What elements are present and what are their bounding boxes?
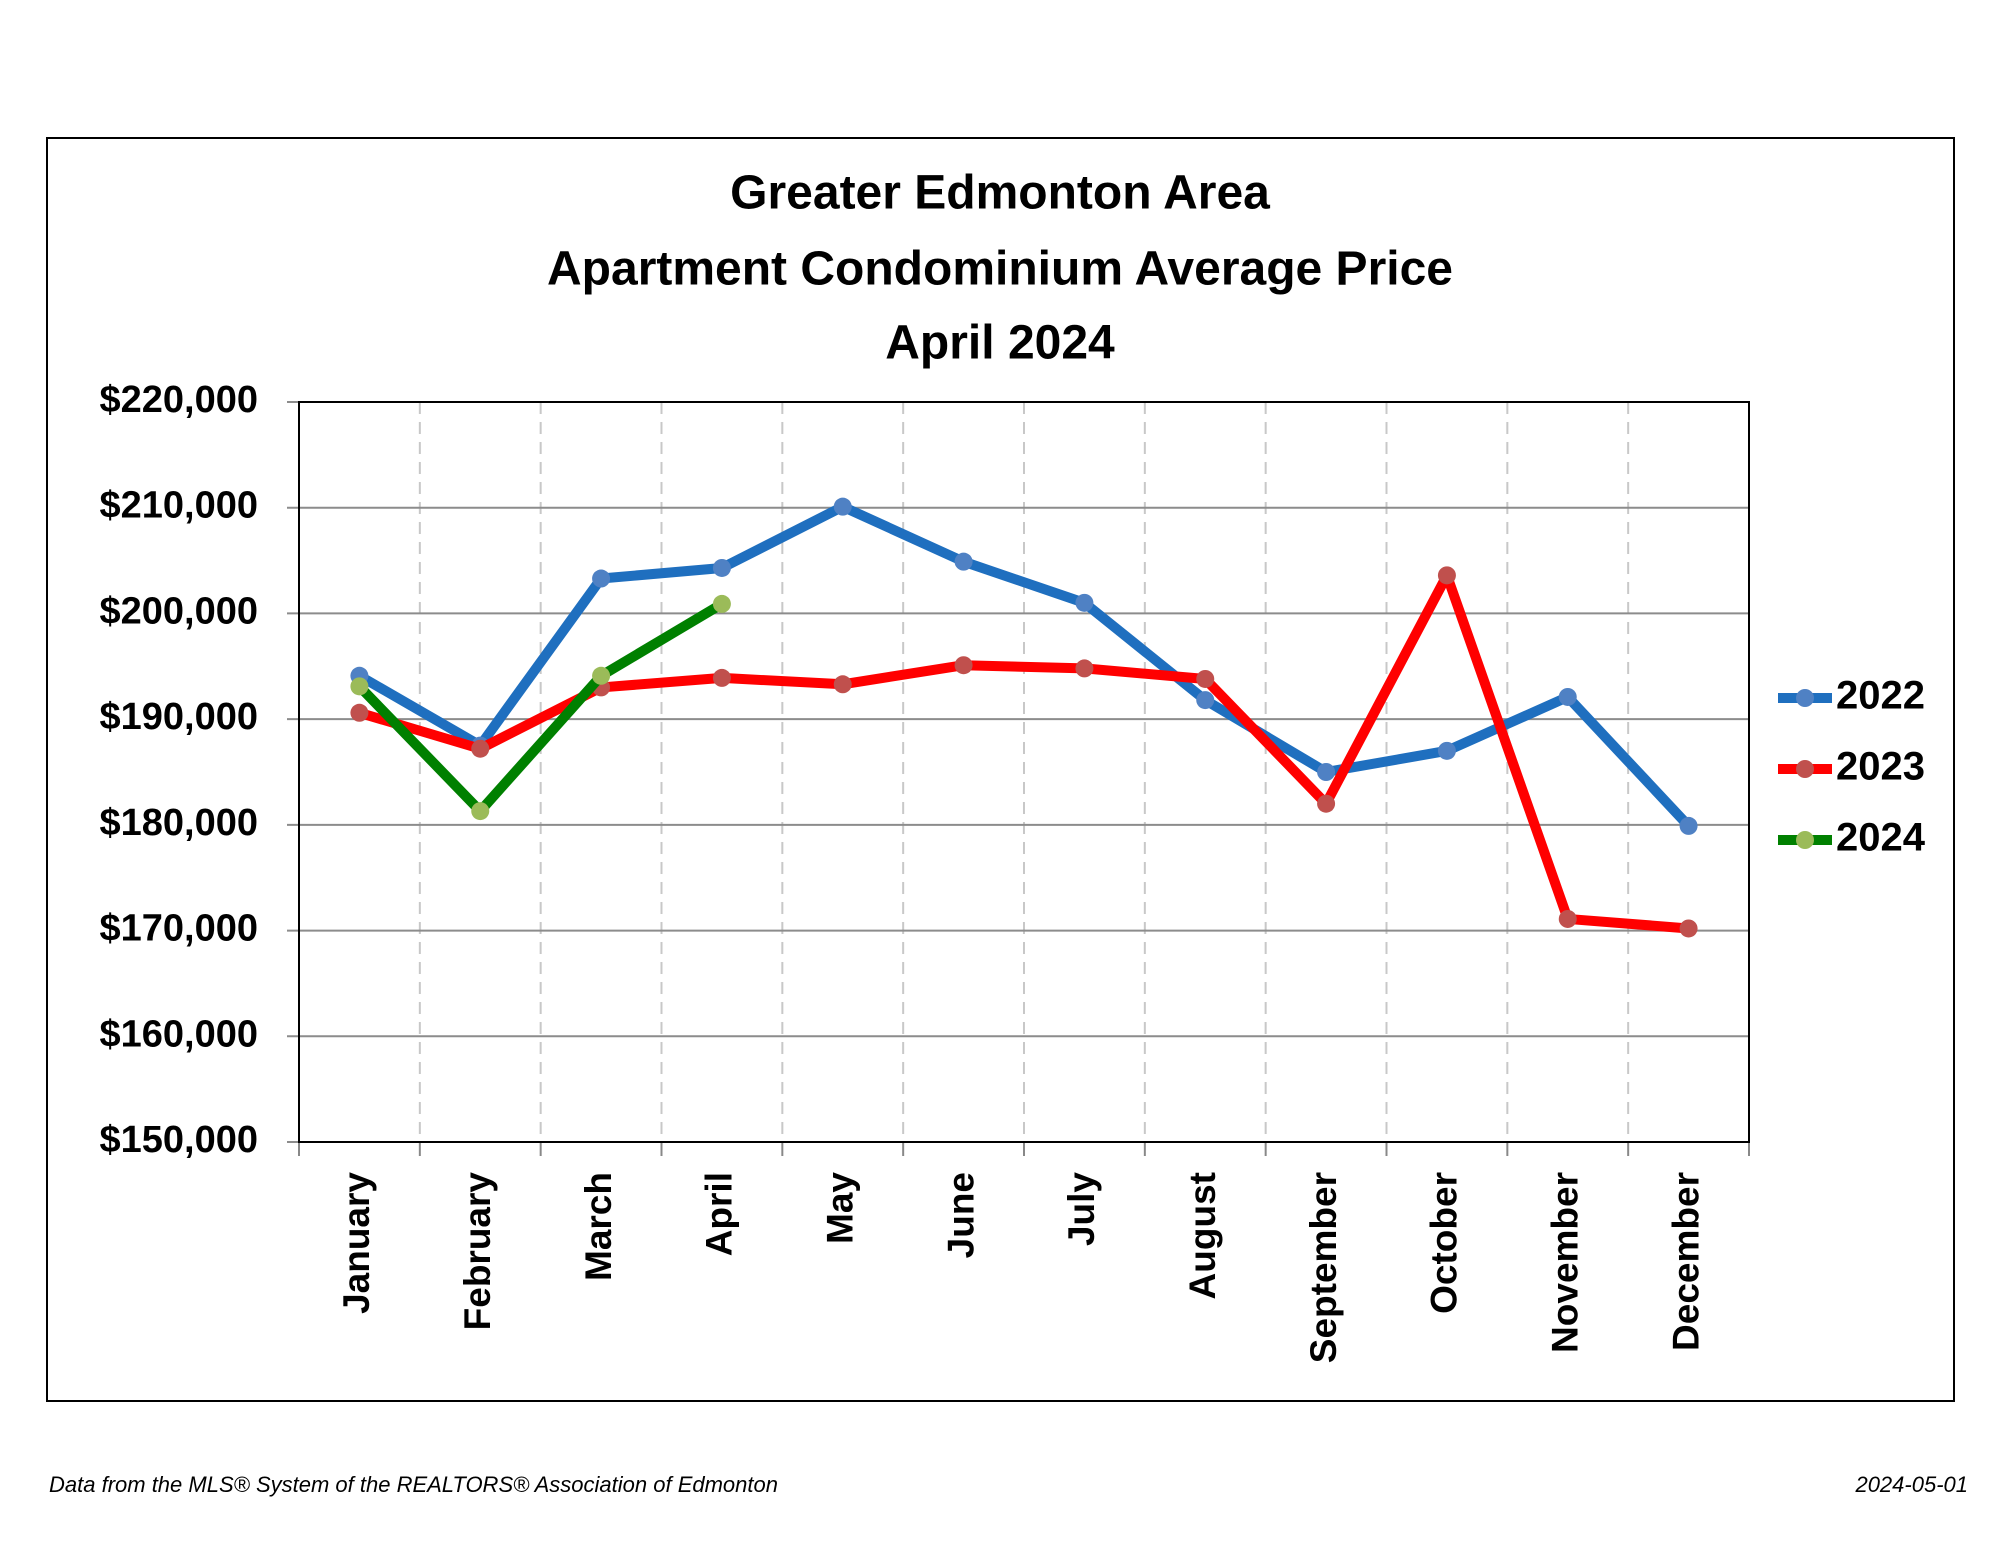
x-tick-label: November — [1545, 1172, 1586, 1353]
chart-title: Apartment Condominium Average Price — [547, 243, 1453, 296]
data-point — [1437, 566, 1456, 585]
data-point — [1317, 763, 1336, 781]
data-point — [1196, 669, 1215, 688]
x-tick-label: December — [1665, 1172, 1706, 1351]
data-point — [954, 656, 973, 675]
y-tick-label: $150,000 — [100, 1119, 259, 1161]
footer-date: 2024-05-01 — [1854, 1472, 1968, 1497]
data-point — [1075, 593, 1094, 612]
data-point — [833, 497, 852, 516]
x-tick-label: October — [1424, 1172, 1465, 1314]
plot-frame — [298, 401, 1750, 1143]
data-point — [1679, 919, 1698, 938]
data-point — [1075, 659, 1094, 678]
data-point — [350, 677, 369, 696]
x-tick-label: April — [699, 1172, 740, 1256]
series-line — [356, 501, 1693, 830]
x-tick-label: February — [457, 1172, 498, 1331]
data-point — [1679, 816, 1698, 835]
chart-title: Greater Edmonton Area — [730, 167, 1270, 220]
x-tick-label: January — [336, 1172, 377, 1314]
legend-marker — [1796, 760, 1814, 778]
data-point — [592, 569, 611, 588]
data-point — [712, 558, 731, 577]
chart-frame — [46, 137, 1955, 1402]
data-point — [712, 594, 731, 613]
data-point — [1558, 687, 1577, 706]
x-tick-label: July — [1061, 1172, 1102, 1246]
data-point — [1437, 741, 1456, 760]
legend-label: 2024 — [1836, 816, 1926, 860]
data-point — [1317, 794, 1336, 813]
data-point — [954, 552, 973, 571]
x-tick-label: March — [578, 1172, 619, 1281]
data-point — [1558, 909, 1577, 928]
x-tick-label: June — [940, 1172, 981, 1258]
data-point — [350, 703, 369, 722]
series-line — [355, 599, 725, 817]
x-tick-label: August — [1182, 1172, 1223, 1299]
legend-label: 2023 — [1836, 745, 1925, 789]
data-point — [592, 666, 611, 685]
y-tick-label: $160,000 — [100, 1013, 259, 1055]
footer-source: Data from the MLS® System of the REALTOR… — [49, 1472, 778, 1497]
y-tick-label: $210,000 — [100, 485, 259, 527]
data-point — [471, 802, 490, 821]
legend-marker — [1796, 689, 1814, 707]
y-tick-label: $220,000 — [100, 379, 259, 421]
legend-label: 2022 — [1836, 674, 1925, 718]
data-point — [833, 675, 852, 694]
data-point — [471, 739, 490, 758]
chart-title: April 2024 — [885, 317, 1115, 370]
y-tick-label: $170,000 — [100, 908, 259, 950]
data-point — [1196, 691, 1215, 710]
y-tick-label: $200,000 — [100, 590, 259, 632]
y-tick-label: $180,000 — [100, 802, 259, 844]
y-tick-label: $190,000 — [100, 696, 259, 738]
legend-marker — [1796, 831, 1814, 849]
data-point — [712, 668, 731, 687]
x-tick-label: May — [820, 1172, 861, 1244]
x-tick-label: September — [1303, 1172, 1344, 1363]
